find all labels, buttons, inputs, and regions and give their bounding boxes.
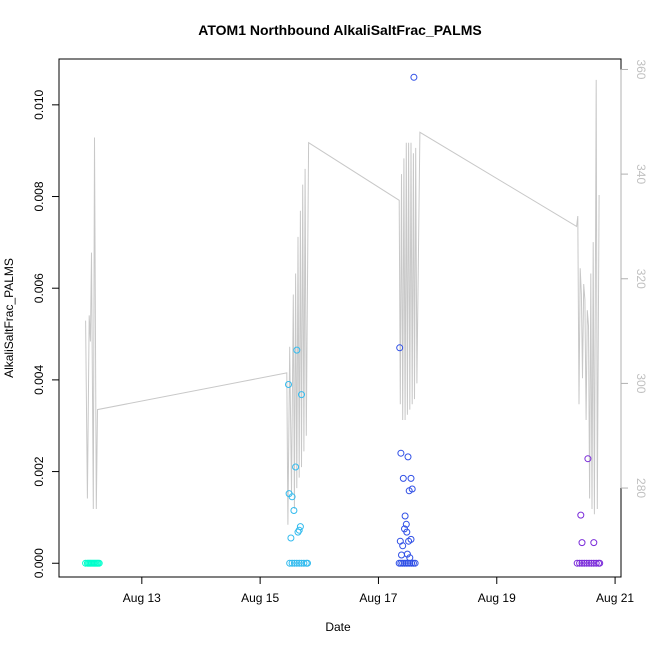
data-point-1-2 xyxy=(287,534,295,542)
data-point-1-3 xyxy=(288,493,296,501)
data-point-1-17 xyxy=(300,559,308,567)
x-axis-title: Date xyxy=(325,620,351,634)
data-point-1-4 xyxy=(290,507,298,514)
data-point-3-7 xyxy=(580,559,588,567)
data-point-3-8 xyxy=(583,559,591,567)
data-point-1-11 xyxy=(286,559,294,567)
x-tick-label-0: Aug 13 xyxy=(123,591,161,605)
line-series xyxy=(85,79,600,525)
data-point-2-15 xyxy=(407,535,415,543)
data-point-3-1 xyxy=(578,539,586,547)
y-tick-label-0: 0.000 xyxy=(32,548,46,578)
data-point-1-14 xyxy=(293,559,301,567)
y-axis: 0.000 0.002 0.004 0.006 0.008 0.010 xyxy=(32,90,60,578)
data-point-2-11 xyxy=(399,542,407,550)
y2-tick-label-2: 320 xyxy=(634,269,648,289)
x-tick-label-3: Aug 19 xyxy=(478,591,516,605)
data-point-3-14 xyxy=(596,559,604,567)
data-point-3-4 xyxy=(573,559,581,567)
y2-tick-label-4: 360 xyxy=(634,59,648,79)
data-point-0-11 xyxy=(95,559,103,567)
data-point-3-10 xyxy=(587,559,595,567)
data-point-1-13 xyxy=(290,559,298,567)
y-axis-title: AlkaliSaltFrac_PALMS xyxy=(2,258,16,378)
y2-tick-label-1: 300 xyxy=(634,373,648,393)
data-point-1-9 xyxy=(296,523,304,531)
data-point-1-6 xyxy=(293,346,301,354)
y-tick-label-4: 0.008 xyxy=(32,181,46,211)
y-tick-label-3: 0.006 xyxy=(32,273,46,303)
data-point-2-2 xyxy=(399,474,407,482)
points-layer xyxy=(82,73,604,567)
x-tick-label-1: Aug 15 xyxy=(241,591,279,605)
data-point-3-2 xyxy=(584,455,592,463)
data-point-3-12 xyxy=(592,559,600,567)
y-tick-label-5: 0.010 xyxy=(32,90,46,120)
x-tick-label-4: Aug 21 xyxy=(596,591,634,605)
data-point-2-9 xyxy=(410,73,418,81)
data-point-1-19 xyxy=(304,559,311,567)
x-tick-label-2: Aug 17 xyxy=(359,591,397,605)
data-point-1-0 xyxy=(285,381,292,388)
chart-title: ATOM1 Northbound AlkaliSaltFrac_PALMS xyxy=(198,22,481,38)
data-point-1-10 xyxy=(298,391,305,399)
x-axis: Aug 13 Aug 15 Aug 17 Aug 19 Aug 21 xyxy=(123,576,634,605)
y2-tick-label-0: 280 xyxy=(634,478,648,498)
data-point-3-0 xyxy=(577,511,585,519)
plot-frame xyxy=(58,58,622,578)
data-point-1-12 xyxy=(288,559,296,567)
data-point-2-17 xyxy=(403,550,411,558)
data-point-1-15 xyxy=(295,559,303,567)
data-point-2-0 xyxy=(396,344,404,352)
data-point-2-8 xyxy=(408,485,416,493)
data-point-2-16 xyxy=(398,551,405,559)
data-point-2-5 xyxy=(404,453,412,461)
y-tick-label-2: 0.004 xyxy=(32,365,46,395)
data-point-2-13 xyxy=(403,528,411,536)
data-point-2-4 xyxy=(402,520,410,528)
line-series-layer xyxy=(85,79,600,525)
y2-tick-label-3: 340 xyxy=(634,164,648,184)
data-point-3-6 xyxy=(578,559,586,567)
y2-axis: 280 300 320 340 360 xyxy=(620,59,648,498)
data-point-3-5 xyxy=(576,559,584,567)
data-point-1-8 xyxy=(295,526,303,534)
data-point-2-28 xyxy=(411,559,419,567)
y-tick-label-1: 0.002 xyxy=(32,456,46,486)
data-point-3-9 xyxy=(585,559,593,567)
data-point-1-5 xyxy=(292,463,300,471)
data-point-2-7 xyxy=(407,474,415,482)
data-point-3-3 xyxy=(590,539,598,547)
data-point-2-1 xyxy=(397,449,405,457)
data-point-2-3 xyxy=(401,512,409,520)
